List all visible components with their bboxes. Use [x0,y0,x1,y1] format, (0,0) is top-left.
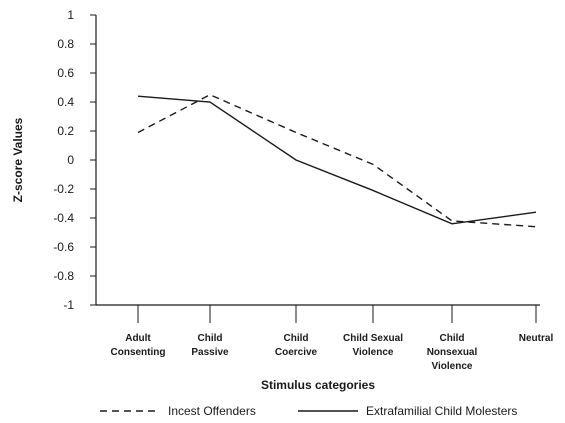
x-tick-label: Neutral [519,333,554,344]
x-tick-label: Adult [125,333,151,344]
y-tick-label: -0.8 [53,269,74,283]
y-axis: 1 0.8 0.6 0.4 0.2 0 -0.2 -0.4 -0.6 -0.8 -1 [53,8,97,312]
series-line-extrafamilial-child-molesters [137,95,537,225]
y-tick-label: -0.4 [53,211,74,225]
legend-label-extrafamilial-child-molesters: Extrafamilial Child Molesters [366,404,517,418]
y-tick-label: -0.2 [53,182,74,196]
x-tick-label: Violence [353,347,394,358]
y-tick-label: 0.6 [57,66,74,80]
x-tick-label: Child [440,333,465,344]
legend: Incest Offenders Extrafamilial Child Mole… [100,404,517,418]
series-lines [137,93,537,228]
y-tick-label: 0.2 [57,124,74,138]
x-axis: Adult Consenting Child Passive Child Coercive… [96,304,554,372]
legend-label-incest-offenders: Incest Offenders [168,404,256,418]
y-tick-label: -0.6 [53,240,74,254]
x-tick-label: Child [284,333,309,344]
x-tick-label: Child Sexual [343,333,403,344]
y-tick-label: 1 [67,8,74,22]
x-tick-label: Nonsexual [427,347,478,358]
y-tick-label: 0.8 [57,37,74,51]
y-axis-title: Z-score Values [11,117,25,202]
series-line-incest-offenders [137,93,537,228]
x-tick-label: Violence [432,361,473,372]
y-tick-label: 0 [67,153,74,167]
y-tick-label: 0.4 [57,95,74,109]
x-axis-title: Stimulus categories [261,378,375,392]
x-tick-label: Child [198,333,223,344]
x-tick-label: Passive [191,347,229,358]
x-tick-label: Coercive [275,347,318,358]
y-tick-label: -1 [63,298,74,312]
x-tick-label: Consenting [111,347,166,358]
